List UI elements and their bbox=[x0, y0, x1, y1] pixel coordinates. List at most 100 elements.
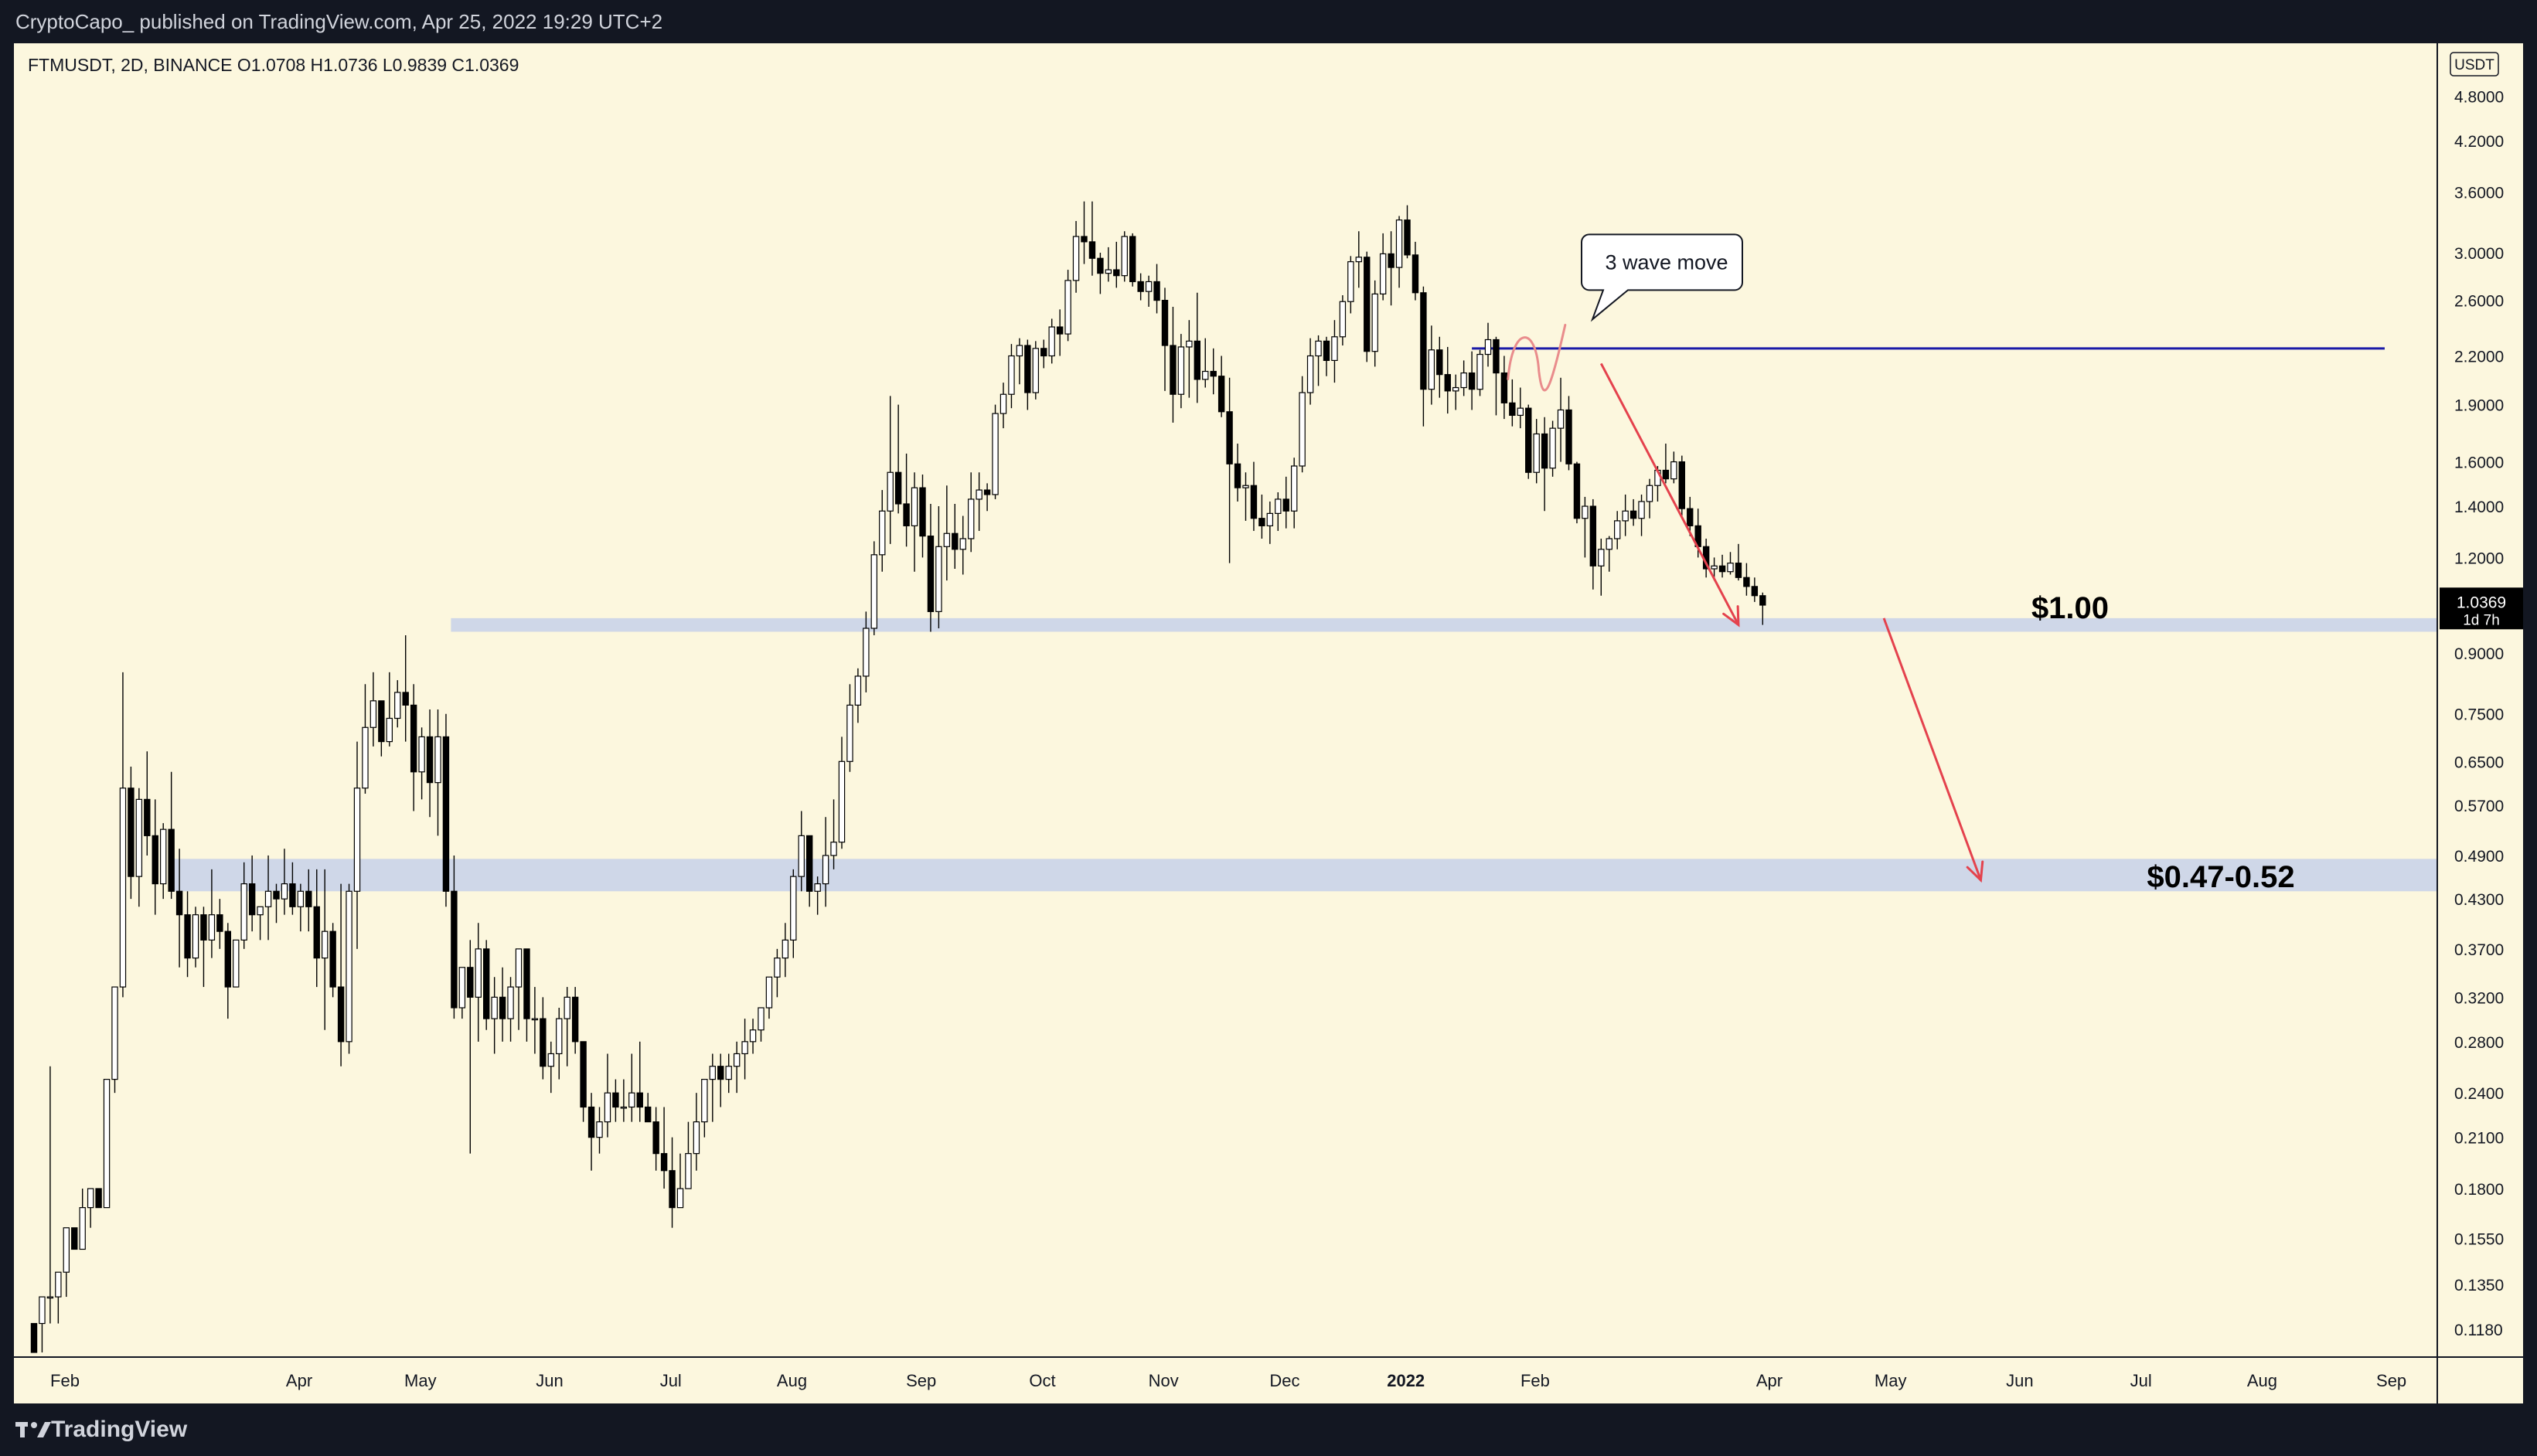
candle bbox=[369, 672, 377, 747]
arrow-shaft bbox=[1599, 362, 1740, 626]
candle-body bbox=[1121, 236, 1128, 277]
price-tick-label: 0.1350 bbox=[2454, 1277, 2504, 1294]
candle-body bbox=[1379, 253, 1387, 294]
candle bbox=[233, 939, 240, 988]
candle bbox=[531, 987, 539, 1054]
candle-body bbox=[830, 842, 837, 856]
candle bbox=[281, 849, 288, 915]
candle-body bbox=[1008, 355, 1015, 395]
candle-body bbox=[362, 726, 369, 789]
candle-body bbox=[628, 1092, 635, 1108]
candle-body bbox=[475, 948, 482, 998]
candle bbox=[580, 1041, 587, 1122]
candle bbox=[717, 1053, 724, 1107]
candle-body bbox=[160, 828, 167, 885]
price-tick-label: 0.3700 bbox=[2454, 941, 2504, 959]
candle-body bbox=[652, 1121, 659, 1155]
time-tick-label: Jun bbox=[2006, 1371, 2033, 1390]
candle bbox=[758, 1007, 765, 1042]
candle-body bbox=[1040, 348, 1047, 357]
callout-shape bbox=[1581, 233, 1743, 322]
price-tick-label: 0.6500 bbox=[2454, 754, 2504, 771]
candle bbox=[353, 741, 361, 949]
time-tick-label: Oct bbox=[1029, 1371, 1055, 1390]
candle-body bbox=[1735, 563, 1742, 578]
candle bbox=[1573, 461, 1581, 524]
candle bbox=[442, 713, 450, 907]
candle bbox=[1509, 379, 1516, 427]
candle-body bbox=[192, 914, 199, 959]
candle bbox=[1412, 241, 1419, 301]
candle bbox=[1428, 325, 1435, 405]
candle-body bbox=[329, 930, 336, 988]
candle-body bbox=[1751, 586, 1759, 597]
candle bbox=[693, 1093, 700, 1171]
candle bbox=[1121, 231, 1128, 282]
price-axis[interactable]: 4.8000 4.2000 3.6000 3.0000 2.6000 2.2000 1.90… bbox=[2440, 52, 2523, 1339]
candle bbox=[863, 611, 870, 692]
price-tick-label: 4.8000 bbox=[2454, 89, 2504, 107]
candle-body bbox=[1711, 565, 1718, 570]
candle-body bbox=[95, 1188, 102, 1209]
candle-body bbox=[1582, 505, 1589, 519]
candle bbox=[208, 869, 216, 958]
candle bbox=[1379, 233, 1387, 301]
candle bbox=[418, 727, 425, 800]
candle-body bbox=[168, 828, 175, 892]
candle-body bbox=[418, 736, 425, 773]
candle-body bbox=[1565, 409, 1572, 464]
candle-body bbox=[774, 958, 781, 978]
candle-body bbox=[410, 704, 417, 773]
price-tick-label: 3.0000 bbox=[2454, 245, 2504, 263]
candlestick-chart[interactable]: 3 wave move $1.00 $0.47-0.52 4.8000 4.2000 3… bbox=[14, 43, 2523, 1403]
candle bbox=[1614, 511, 1621, 549]
candle bbox=[822, 817, 829, 907]
candle-body bbox=[1194, 340, 1200, 380]
candle-body bbox=[297, 890, 305, 907]
candle-body bbox=[935, 546, 942, 612]
time-tick-label: Aug bbox=[777, 1371, 807, 1390]
chart-frame[interactable]: 3 wave move $1.00 $0.47-0.52 4.8000 4.2000 3… bbox=[14, 43, 2523, 1403]
candle-body bbox=[79, 1207, 86, 1250]
candle bbox=[1170, 306, 1177, 423]
candle-body bbox=[224, 930, 232, 988]
candle-body bbox=[644, 1106, 652, 1123]
candle bbox=[870, 541, 877, 635]
candle bbox=[1565, 396, 1572, 471]
price-tick-label: 0.7500 bbox=[2454, 706, 2504, 724]
price-tick-label: 1.6000 bbox=[2454, 454, 2504, 472]
candle bbox=[1533, 419, 1540, 484]
tradingview-brand: TradingView bbox=[51, 1417, 188, 1442]
candle bbox=[1097, 253, 1104, 294]
candle-body bbox=[507, 986, 514, 1019]
price-tick-label: 0.9000 bbox=[2454, 645, 2504, 663]
candle-body bbox=[894, 471, 902, 505]
time-axis[interactable]: Feb Apr May Jun Jul Aug Sep Oct Nov Dec 2022 Feb Apr… bbox=[50, 1371, 2406, 1390]
candle-body bbox=[1589, 505, 1597, 566]
candle-body bbox=[135, 798, 143, 877]
candle-body bbox=[1072, 236, 1080, 281]
candle bbox=[1226, 377, 1233, 563]
candle-body bbox=[515, 948, 523, 988]
candle-body bbox=[482, 948, 490, 1019]
candle-body bbox=[305, 890, 312, 907]
candle-body bbox=[264, 890, 272, 907]
candle-body bbox=[870, 554, 877, 629]
candle bbox=[854, 668, 862, 723]
candle bbox=[1032, 341, 1039, 400]
candle bbox=[30, 1322, 38, 1353]
candle-body bbox=[216, 914, 223, 932]
candle bbox=[596, 1107, 603, 1154]
candle-body bbox=[587, 1106, 595, 1138]
candle-body bbox=[952, 532, 959, 550]
time-tick-label: Sep bbox=[906, 1371, 936, 1390]
candle-body bbox=[1452, 386, 1459, 392]
candle bbox=[943, 485, 951, 581]
candle bbox=[846, 684, 853, 772]
candle-body bbox=[152, 835, 158, 885]
candle-body bbox=[491, 996, 498, 1019]
candle bbox=[749, 1019, 757, 1054]
candle-body bbox=[1153, 281, 1160, 301]
candle bbox=[458, 967, 466, 1019]
candle-body bbox=[257, 906, 264, 916]
